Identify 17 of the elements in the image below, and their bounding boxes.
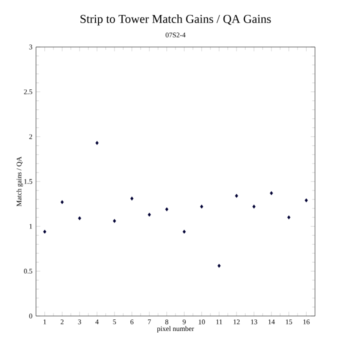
- point: [200, 204, 204, 209]
- point: [60, 200, 64, 204]
- point: [252, 204, 256, 209]
- point: [148, 212, 151, 217]
- point: [270, 191, 273, 196]
- point: [182, 230, 186, 234]
- point: [218, 264, 221, 268]
- point: [78, 216, 82, 220]
- point: [234, 194, 238, 198]
- point: [287, 215, 290, 220]
- point: [95, 140, 99, 145]
- point: [43, 230, 46, 234]
- point: [165, 207, 168, 212]
- point: [304, 198, 308, 202]
- chart-title: Strip to Tower Match Gains / QA Gains: [80, 14, 271, 26]
- point: [130, 196, 134, 201]
- point: [112, 218, 116, 223]
